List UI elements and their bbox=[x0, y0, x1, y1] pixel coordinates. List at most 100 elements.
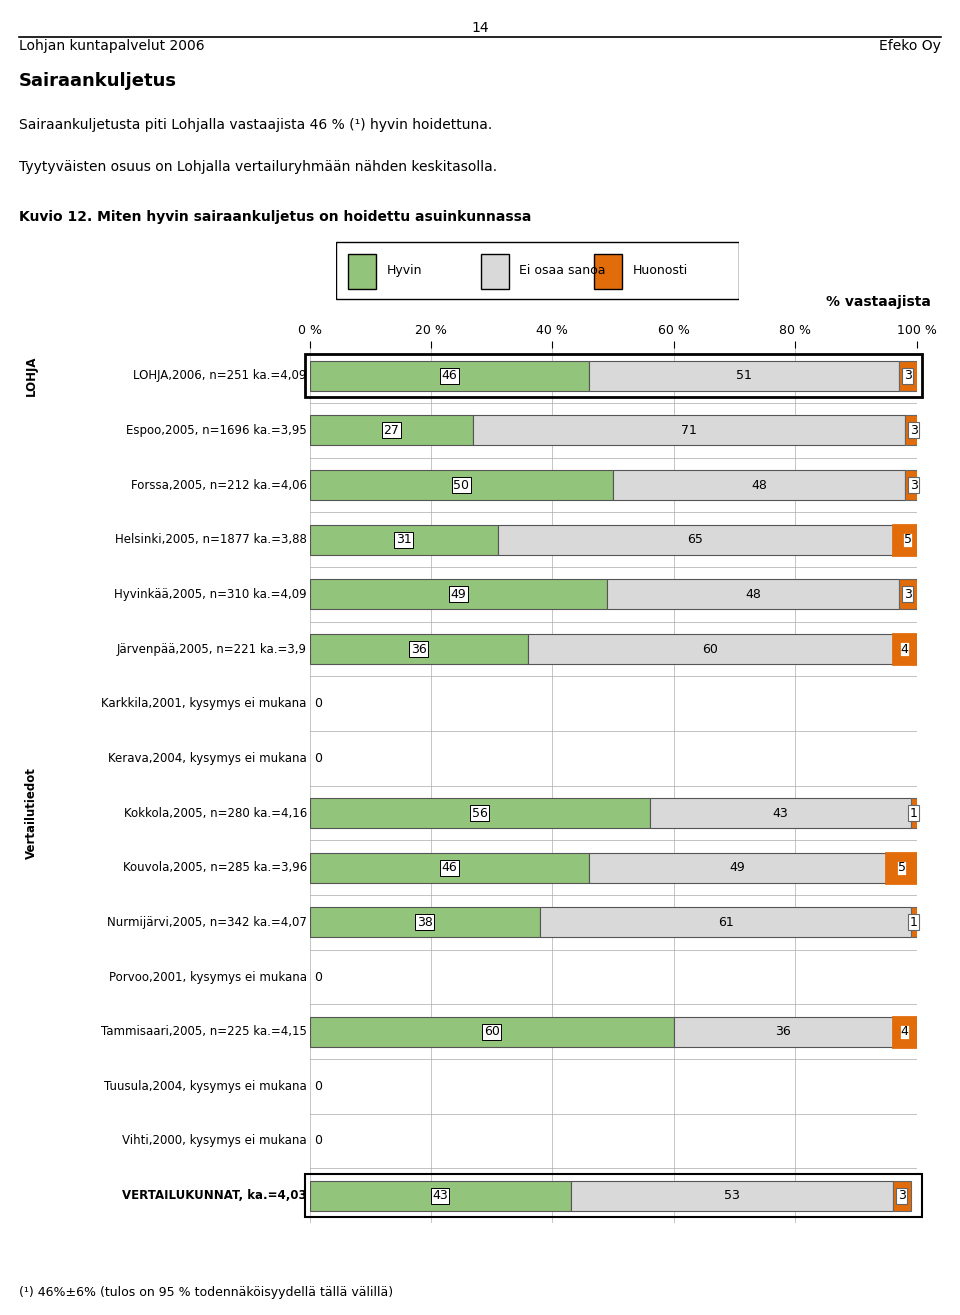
Text: Kerava,2004, kysymys ei mukana: Kerava,2004, kysymys ei mukana bbox=[108, 752, 307, 765]
Text: Vertailutiedot: Vertailutiedot bbox=[25, 767, 38, 859]
Text: 3: 3 bbox=[903, 588, 912, 601]
Text: LOHJA: LOHJA bbox=[25, 355, 38, 396]
Bar bbox=[309, 416, 473, 446]
Text: 3: 3 bbox=[910, 423, 918, 437]
Bar bbox=[607, 580, 899, 609]
Bar bbox=[588, 360, 899, 391]
Bar bbox=[674, 1016, 893, 1047]
Text: 51: 51 bbox=[735, 370, 752, 383]
Bar bbox=[899, 360, 917, 391]
Text: 48: 48 bbox=[745, 588, 760, 601]
Bar bbox=[309, 580, 607, 609]
Bar bbox=[309, 525, 498, 555]
Bar bbox=[886, 852, 917, 882]
Bar bbox=[309, 1016, 674, 1047]
Text: 3: 3 bbox=[910, 479, 918, 492]
Bar bbox=[613, 469, 904, 500]
Bar bbox=[893, 634, 917, 664]
Bar bbox=[588, 852, 886, 882]
Text: Nurmijärvi,2005, n=342 ka.=4,07: Nurmijärvi,2005, n=342 ka.=4,07 bbox=[107, 915, 307, 928]
Text: Vihti,2000, kysymys ei mukana: Vihti,2000, kysymys ei mukana bbox=[122, 1135, 307, 1148]
Bar bbox=[893, 1016, 917, 1047]
Text: Kuvio 12. Miten hyvin sairaankuljetus on hoidettu asuinkunnassa: Kuvio 12. Miten hyvin sairaankuljetus on… bbox=[19, 210, 532, 225]
Text: 36: 36 bbox=[776, 1026, 791, 1038]
Text: Kouvola,2005, n=285 ka.=3,96: Kouvola,2005, n=285 ka.=3,96 bbox=[123, 861, 307, 874]
Text: Järvenpää,2005, n=221 ka.=3,9: Järvenpää,2005, n=221 ka.=3,9 bbox=[117, 643, 307, 656]
Text: 31: 31 bbox=[396, 534, 412, 546]
Text: 4: 4 bbox=[900, 643, 908, 656]
Bar bbox=[309, 360, 588, 391]
Bar bbox=[498, 525, 893, 555]
Text: 43: 43 bbox=[772, 806, 788, 819]
Text: 3: 3 bbox=[903, 370, 912, 383]
Text: 61: 61 bbox=[718, 915, 733, 928]
Bar bbox=[904, 416, 923, 446]
Bar bbox=[304, 1174, 922, 1218]
Text: Lohjan kuntapalvelut 2006: Lohjan kuntapalvelut 2006 bbox=[19, 39, 204, 54]
Bar bbox=[594, 254, 622, 288]
Text: Porvoo,2001, kysymys ei mukana: Porvoo,2001, kysymys ei mukana bbox=[108, 970, 307, 984]
Bar bbox=[309, 798, 650, 828]
Bar bbox=[893, 525, 923, 555]
Text: 0: 0 bbox=[314, 1080, 323, 1093]
Text: 0: 0 bbox=[314, 1135, 323, 1148]
Text: Tyytyväisten osuus on Lohjalla vertailuryhmään nähden keskitasolla.: Tyytyväisten osuus on Lohjalla vertailur… bbox=[19, 160, 497, 175]
Bar bbox=[309, 469, 613, 500]
Text: Forssa,2005, n=212 ka.=4,06: Forssa,2005, n=212 ka.=4,06 bbox=[131, 479, 307, 492]
Text: Sairaankuljetusta piti Lohjalla vastaajista 46 % (¹) hyvin hoidettuna.: Sairaankuljetusta piti Lohjalla vastaaji… bbox=[19, 118, 492, 133]
Bar bbox=[904, 469, 923, 500]
Text: 1: 1 bbox=[910, 915, 918, 928]
Bar bbox=[473, 416, 904, 446]
Text: VERTAILUKUNNAT, ka.=4,03: VERTAILUKUNNAT, ka.=4,03 bbox=[122, 1189, 307, 1202]
Text: 48: 48 bbox=[751, 479, 767, 492]
Text: Huonosti: Huonosti bbox=[633, 264, 687, 277]
Text: Helsinki,2005, n=1877 ka.=3,88: Helsinki,2005, n=1877 ka.=3,88 bbox=[115, 534, 307, 546]
Text: % vastaajista: % vastaajista bbox=[827, 295, 931, 309]
Text: Efeko Oy: Efeko Oy bbox=[879, 39, 941, 54]
Text: 0: 0 bbox=[314, 970, 323, 984]
Text: Karkkila,2001, kysymys ei mukana: Karkkila,2001, kysymys ei mukana bbox=[102, 697, 307, 710]
Bar bbox=[309, 1181, 570, 1211]
Bar bbox=[309, 634, 528, 664]
Bar bbox=[650, 798, 911, 828]
Text: 1: 1 bbox=[910, 806, 918, 819]
Text: LOHJA,2006, n=251 ka.=4,09: LOHJA,2006, n=251 ka.=4,09 bbox=[133, 370, 307, 383]
Text: 49: 49 bbox=[730, 861, 746, 874]
Bar bbox=[893, 1181, 911, 1211]
Bar bbox=[911, 798, 917, 828]
Bar bbox=[570, 1181, 893, 1211]
Text: 4: 4 bbox=[900, 1026, 908, 1038]
Text: 53: 53 bbox=[724, 1189, 739, 1202]
Text: 36: 36 bbox=[411, 643, 426, 656]
Text: 3: 3 bbox=[898, 1189, 905, 1202]
Text: 71: 71 bbox=[682, 423, 697, 437]
Text: 5: 5 bbox=[898, 861, 905, 874]
Text: 46: 46 bbox=[442, 370, 457, 383]
Bar bbox=[309, 907, 540, 938]
Text: (¹) 46%±6% (tulos on 95 % todennäköisyydellä tällä välillä): (¹) 46%±6% (tulos on 95 % todennäköisyyd… bbox=[19, 1286, 394, 1299]
Text: Ei osaa sanoa: Ei osaa sanoa bbox=[519, 264, 606, 277]
Bar bbox=[309, 852, 588, 882]
Text: 5: 5 bbox=[903, 534, 912, 546]
FancyBboxPatch shape bbox=[14, 225, 946, 1261]
Text: Kokkola,2005, n=280 ka.=4,16: Kokkola,2005, n=280 ka.=4,16 bbox=[124, 806, 307, 819]
Text: 27: 27 bbox=[384, 423, 399, 437]
Text: 50: 50 bbox=[453, 479, 469, 492]
Text: Hyvin: Hyvin bbox=[386, 264, 421, 277]
Text: Tammisaari,2005, n=225 ka.=4,15: Tammisaari,2005, n=225 ka.=4,15 bbox=[101, 1026, 307, 1038]
Bar bbox=[911, 907, 917, 938]
Text: 60: 60 bbox=[484, 1026, 499, 1038]
Bar bbox=[528, 634, 893, 664]
Text: 65: 65 bbox=[687, 534, 703, 546]
Text: 60: 60 bbox=[703, 643, 718, 656]
Text: Tuusula,2004, kysymys ei mukana: Tuusula,2004, kysymys ei mukana bbox=[104, 1080, 307, 1093]
Text: 0: 0 bbox=[314, 752, 323, 765]
Bar bbox=[481, 254, 510, 288]
Bar bbox=[540, 907, 911, 938]
Text: 38: 38 bbox=[417, 915, 433, 928]
Text: 43: 43 bbox=[432, 1189, 448, 1202]
Text: 46: 46 bbox=[442, 861, 457, 874]
Text: 0: 0 bbox=[314, 697, 323, 710]
Text: 56: 56 bbox=[471, 806, 488, 819]
Text: 49: 49 bbox=[450, 588, 467, 601]
